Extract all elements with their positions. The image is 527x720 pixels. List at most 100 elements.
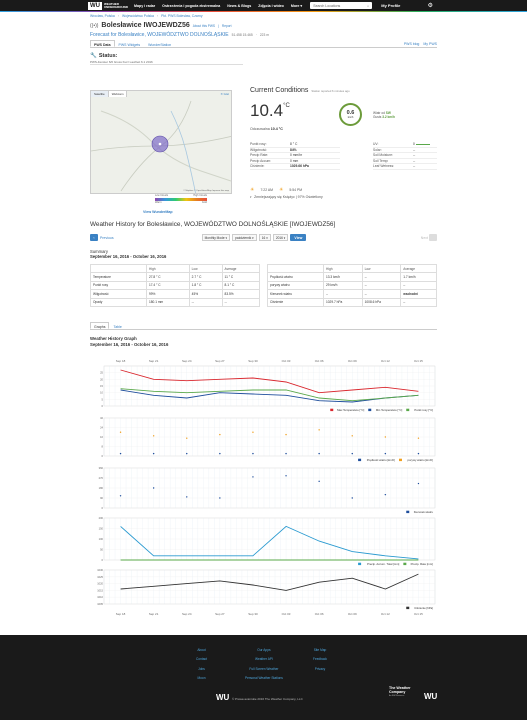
legend-swatch	[358, 458, 362, 462]
tab-pws-widgets[interactable]: PWS Widgets	[118, 42, 141, 47]
nav-item-maps[interactable]: Mapy i radar	[134, 3, 156, 8]
sunset-icon: ☀	[278, 187, 284, 193]
footer-link[interactable]: Full Screen Weather	[249, 666, 279, 671]
y-tick-label: 360	[99, 466, 104, 470]
legend-label: Precip. Accum. Total [mm]	[367, 562, 399, 566]
weather-company-logo[interactable]: The Weather Company An IBM Business	[389, 686, 411, 697]
summary-heading: Summary September 16, 2016 - October 16,…	[90, 249, 167, 259]
data-point	[417, 482, 420, 485]
data-point	[119, 495, 122, 497]
footer-link[interactable]: Moon	[197, 676, 206, 681]
footer-link[interactable]: Personal Weather Stations	[245, 676, 283, 681]
mode-select[interactable]: Monthly Mode ▾	[201, 234, 231, 241]
x-tick-label: Oct 03	[282, 612, 291, 616]
footer-link[interactable]: Feedback	[313, 657, 327, 662]
nav-item-news[interactable]: News & Blogs	[227, 3, 252, 8]
y-tick-label: 100	[99, 537, 104, 541]
footer-wu-logo[interactable]: WU	[216, 693, 230, 702]
condition-row: UV: 0	[373, 142, 437, 148]
y-tick-label: 20	[100, 377, 103, 381]
x-tick-label: Sep 24	[182, 612, 192, 616]
wind-speed: 0.6	[346, 109, 355, 116]
feels-like: Odczuwalna 10.4 °C	[250, 127, 283, 131]
map-tab-satellite[interactable]: Satellite	[91, 91, 109, 97]
view-button[interactable]: View	[290, 234, 307, 241]
search-input[interactable]: Search Locations ⌕	[310, 2, 373, 9]
y-tick-label: 5	[102, 397, 104, 401]
report-link[interactable]: Report	[221, 24, 232, 28]
condition-row: Ciśnienie: 1029.66 hPa	[250, 164, 340, 170]
legend-swatch	[399, 458, 402, 462]
footer-link[interactable]: Privacy	[314, 666, 326, 671]
y-tick-label: 1030	[97, 568, 103, 572]
site-logo[interactable]: WU WEATHER UNDERGROUND	[88, 1, 128, 10]
x-tick-label-top: Oct 03	[282, 359, 291, 363]
table-row: Temperature 27.8 ° C 2.7 ° C 11 ° C	[90, 272, 261, 282]
search-icon[interactable]: ⌕	[367, 3, 370, 8]
tab-pws-data[interactable]: PWS Data	[90, 40, 115, 47]
nav-item-photos[interactable]: Zdjęcia i wideo	[258, 3, 284, 8]
breadcrumb-item[interactable]: Pkt. PWS Bolesław, Czarny	[161, 14, 203, 18]
x-tick-label-top: Sep 21	[149, 359, 159, 363]
satellite-map[interactable]: Satellite Webcam ✕ Gist © Mapbox © OpenS…	[90, 90, 232, 194]
x-tick-label: Sep 30	[248, 612, 258, 616]
nav-item-more[interactable]: More ▾	[290, 3, 303, 8]
footer-link[interactable]: About	[197, 648, 206, 652]
next-button[interactable]: Next	[421, 234, 437, 241]
data-point	[351, 435, 353, 437]
footer-wu-mark[interactable]: WU	[424, 692, 438, 701]
previous-button[interactable]: ‹	[90, 234, 98, 241]
my-pws-link[interactable]: My PWS	[423, 41, 437, 46]
tab-wunderstation[interactable]: WunderStation	[148, 42, 172, 47]
tab-graphs[interactable]: Graphs	[90, 322, 110, 329]
y-tick-label: 16	[100, 435, 103, 439]
footer-link[interactable]: Jobs	[198, 666, 205, 671]
data-point	[119, 452, 122, 455]
breadcrumb-item[interactable]: Województwo Polska	[121, 14, 154, 18]
summary-table-right: High Low Average Prędkość wiatru 13.3 km/…	[267, 263, 437, 307]
x-tick-label-top: Oct 09	[348, 359, 357, 363]
status-heading: 🔧 Status:	[90, 53, 118, 59]
y-tick-label: 10	[100, 391, 103, 395]
legend-swatch	[406, 408, 410, 412]
footer-link[interactable]: Contact	[196, 657, 207, 662]
x-tick-label-top: Sep 27	[215, 359, 225, 363]
y-tick-label: 0	[102, 454, 104, 458]
map-close-button[interactable]: ✕ Gist	[220, 92, 229, 96]
legend-label: Punkt rosy [°C]	[414, 408, 433, 412]
sunset-time: 5:54 PM	[289, 188, 303, 192]
year-select[interactable]: 2016 ▾	[272, 234, 289, 241]
day-select[interactable]: 16 ▾	[258, 234, 271, 241]
series-line	[120, 573, 419, 591]
wind-unit: km/h	[347, 115, 354, 119]
data-point	[252, 452, 254, 455]
footer-link[interactable]: Site Map	[313, 648, 327, 652]
condition-row: Punkt rosy: 8 ° C	[250, 142, 340, 148]
view-wundermap-link[interactable]: View WunderMap	[143, 210, 173, 214]
footer-link[interactable]: Weather API	[255, 657, 273, 662]
tab-table[interactable]: Table	[113, 324, 122, 329]
month-select[interactable]: październik ▾	[232, 234, 257, 241]
my-profile-link[interactable]: My Profile	[381, 3, 401, 8]
previous-label[interactable]: Previous	[100, 235, 114, 240]
station-header: ((•)) Bolesławice IWOJEWDZ56 About this …	[90, 22, 232, 29]
data-point	[252, 431, 254, 433]
y-tick-label: 32	[100, 416, 103, 420]
about-pws-link[interactable]: About this PWS	[192, 24, 216, 28]
logo-line-1: WEATHER	[104, 1, 119, 6]
nav-item-severe[interactable]: Ostrzeżenia i pogoda ekstremalna	[162, 3, 221, 8]
pws-blog-link[interactable]: PWS blog	[403, 41, 420, 46]
footer-link[interactable]: Our Apps	[257, 648, 271, 652]
wind-info: Wiatr od SW Gusts 3.2 km/h	[373, 111, 395, 119]
y-tick-label: 150	[99, 527, 104, 531]
map-tab-webcam[interactable]: Webcam	[108, 91, 128, 97]
gear-icon[interactable]: ⚙	[427, 3, 433, 9]
footer-col-3: Site Map Feedback Privacy	[313, 648, 327, 671]
data-point	[384, 452, 387, 455]
x-tick-label: Sep 18	[116, 612, 126, 616]
table-row: Wilgotność 99% 45% 83.5%	[90, 289, 261, 299]
y-tick-label: 8	[102, 445, 104, 449]
y-tick-label: 200	[99, 516, 104, 520]
breadcrumb-item[interactable]: Wrocław, Polska	[90, 14, 115, 18]
forecast-link[interactable]: Forecast for Bolesławice, WOJEWÓDZTWO DO…	[90, 32, 229, 38]
